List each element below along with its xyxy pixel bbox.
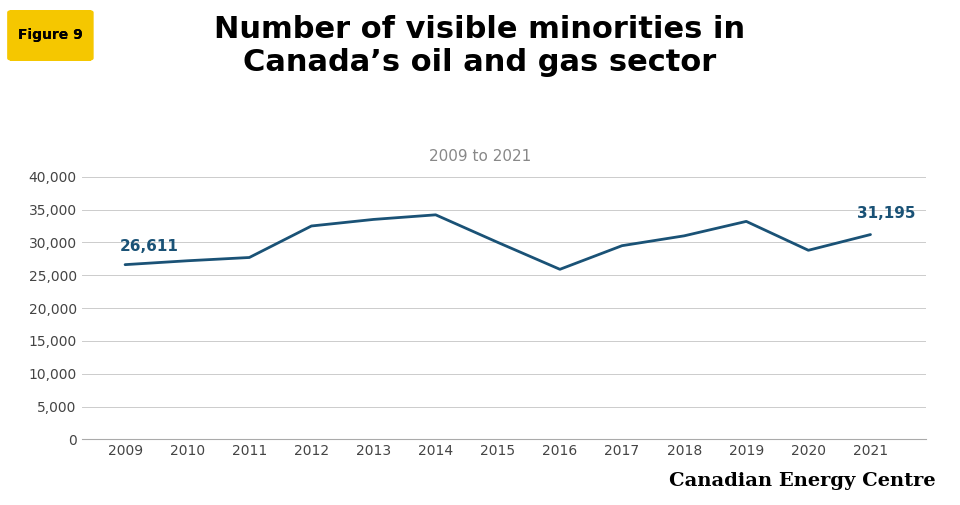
Text: 2009 to 2021: 2009 to 2021 [429,149,531,164]
FancyBboxPatch shape [7,10,94,61]
Text: Number of visible minorities in
Canada’s oil and gas sector: Number of visible minorities in Canada’s… [214,15,746,77]
Text: 31,195: 31,195 [856,206,915,221]
Text: Canadian Energy Centre: Canadian Energy Centre [669,472,936,490]
Text: Figure 9: Figure 9 [18,28,83,42]
Text: Figure 9: Figure 9 [18,28,83,42]
Text: 26,611: 26,611 [120,239,179,254]
